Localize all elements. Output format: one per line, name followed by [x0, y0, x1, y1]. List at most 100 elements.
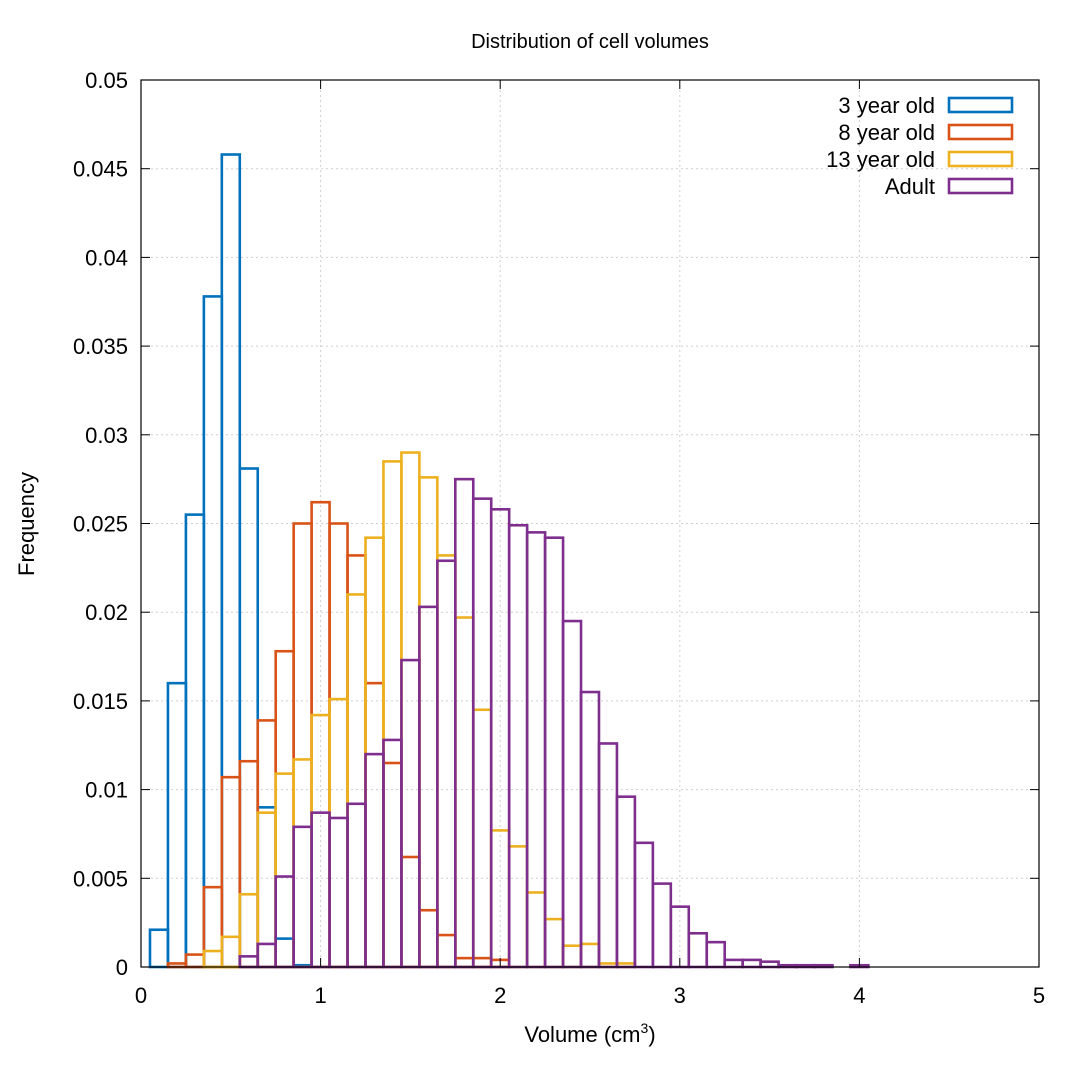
histogram-bar — [543, 917, 565, 969]
histogram-bar — [166, 681, 188, 969]
histogram-bar — [418, 476, 439, 969]
histogram-bar — [274, 937, 295, 969]
y-tick-label: 0.035 — [73, 334, 128, 359]
histogram-bar — [525, 891, 547, 969]
histogram-bar — [453, 477, 475, 969]
histogram-bar — [238, 759, 260, 969]
chart-title: Distribution of cell volumes — [471, 31, 709, 53]
y-tick-label: 0.045 — [73, 157, 128, 182]
histogram-bar — [561, 944, 583, 969]
histogram-bar — [471, 708, 493, 969]
x-tick-label: 1 — [314, 983, 326, 1008]
y-tick-label: 0.005 — [73, 866, 128, 891]
histogram-bar — [184, 513, 206, 969]
histogram-bar — [202, 885, 224, 969]
histogram-bar — [292, 825, 313, 969]
legend-label: Adult — [885, 174, 935, 199]
histogram-bar — [436, 933, 457, 969]
histogram-bar — [364, 536, 385, 969]
histogram-bar — [274, 875, 295, 969]
histogram-bar — [364, 752, 385, 969]
x-axis-label-superscript: 3 — [641, 1020, 649, 1036]
histogram-bar — [579, 690, 601, 969]
histogram-bar — [597, 742, 619, 969]
histogram-bar — [579, 942, 601, 969]
legend-label: 3 year old — [838, 93, 935, 118]
histogram-bar — [256, 942, 277, 969]
x-tick-label: 0 — [135, 983, 147, 1008]
x-axis-label-text: Volume (cm — [524, 1022, 640, 1047]
histogram-bar — [238, 955, 260, 969]
y-tick-label: 0.025 — [73, 512, 128, 537]
histogram-bar — [382, 761, 403, 969]
histogram-bar — [400, 658, 421, 969]
histogram-bar — [328, 816, 349, 969]
histogram-bar — [400, 451, 421, 969]
y-tick-label: 0.02 — [85, 600, 128, 625]
x-tick-label: 5 — [1033, 983, 1045, 1008]
legend-swatch — [947, 177, 1014, 195]
histogram-bar — [633, 841, 655, 969]
histogram-bar — [220, 935, 242, 969]
axis-ticks: 0 1 2 3 4 5 0 0.005 0.01 0.015 0.02 0.025 0.03 0.035 0… — [73, 68, 1045, 1008]
histogram-bar — [328, 522, 349, 969]
series-3-year-old — [148, 153, 313, 969]
histogram-bar — [453, 956, 475, 969]
histogram-bar — [292, 522, 313, 969]
x-axis-label: Volume (cm3) — [524, 1020, 655, 1047]
histogram-bar — [759, 960, 780, 969]
histogram-bars — [148, 153, 870, 969]
histogram-bar — [238, 467, 260, 969]
histogram-bar — [705, 940, 726, 969]
x-tick-label: 3 — [674, 983, 686, 1008]
histogram-bar — [687, 931, 709, 969]
y-tick-label: 0.01 — [85, 778, 128, 803]
legend-swatch — [947, 96, 1014, 114]
histogram-bar — [346, 554, 367, 969]
series-8-year-old — [166, 500, 511, 969]
histogram-bar — [328, 697, 349, 969]
histogram-bar — [561, 619, 583, 969]
histogram-bar — [436, 559, 457, 969]
histogram-bar — [256, 719, 277, 969]
histogram-bar — [741, 958, 762, 969]
histogram-bar — [543, 536, 565, 969]
histogram-bar — [525, 531, 547, 969]
histogram-bar — [651, 882, 673, 969]
legend-swatch — [947, 150, 1014, 168]
y-tick-label: 0 — [116, 955, 128, 980]
histogram-bar — [723, 958, 744, 969]
histogram-bar — [292, 758, 313, 969]
histogram-bar — [615, 795, 637, 969]
histogram-bar — [364, 681, 385, 969]
histogram-bar — [220, 153, 242, 969]
histogram-bar — [507, 845, 529, 969]
y-tick-label: 0.015 — [73, 689, 128, 714]
histogram-bar — [184, 953, 206, 969]
histogram-bar — [220, 775, 242, 969]
histogram-bar — [346, 593, 367, 969]
histogram-bar — [346, 802, 367, 969]
histogram-bar — [202, 949, 224, 969]
histogram-bar — [382, 738, 403, 969]
histogram-bar — [148, 928, 170, 969]
y-axis-label: Frequency — [14, 472, 39, 576]
histogram-bar — [202, 295, 224, 969]
histogram-bar — [489, 508, 511, 969]
y-tick-label: 0.05 — [85, 68, 128, 93]
histogram-bar — [471, 956, 493, 969]
x-tick-label: 2 — [494, 983, 506, 1008]
histogram-bar — [436, 554, 457, 969]
histogram-bar — [418, 605, 439, 969]
legend-label: 8 year old — [838, 120, 935, 145]
y-tick-label: 0.03 — [85, 423, 128, 448]
series-adult — [238, 477, 870, 969]
histogram-bar — [507, 523, 529, 969]
legend-swatch — [947, 123, 1014, 141]
y-tick-label: 0.04 — [85, 245, 128, 270]
x-axis-label-close: ) — [648, 1022, 655, 1047]
histogram-bar — [382, 460, 403, 969]
